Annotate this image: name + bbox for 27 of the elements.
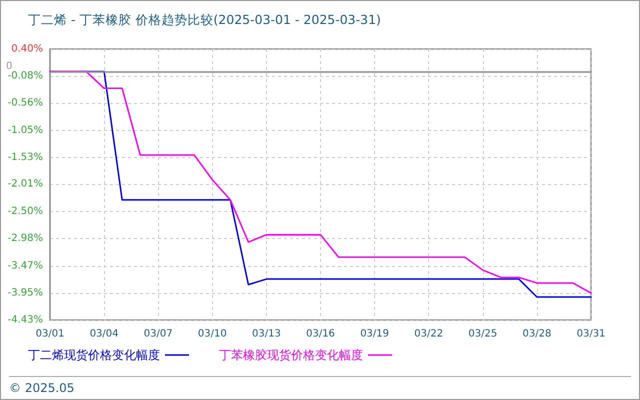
y-tick-label: -3.47% <box>8 260 43 272</box>
x-tick-label: 03/28 <box>522 328 552 340</box>
x-tick-label: 03/07 <box>144 328 173 340</box>
y-tick-label: -2.50% <box>8 206 43 218</box>
y-tick-label: -2.01% <box>8 178 43 190</box>
x-tick-label: 03/04 <box>90 328 119 340</box>
x-tick-label: 03/22 <box>414 328 444 340</box>
y-tick-label: -1.05% <box>8 124 43 136</box>
y-tick-label: -0.08% <box>8 70 43 82</box>
chart-title: 丁二烯 - 丁苯橡胶 价格趋势比较(2025-03-01 - 2025-03-31) <box>28 12 381 27</box>
y-tick-label: -4.43% <box>8 314 43 326</box>
y-tick-label: -3.95% <box>8 288 43 299</box>
x-tick-label: 03/25 <box>468 328 498 340</box>
text: © 2025.05 <box>9 381 74 395</box>
x-tick-label: 03/01 <box>36 328 64 340</box>
y-tick-label: -1.53% <box>8 152 43 163</box>
y-tick-label: -0.56% <box>8 97 43 108</box>
legend-label: 丁苯橡胶现货价格变化幅度 <box>219 348 363 362</box>
ref-line-label: 0 <box>6 60 12 72</box>
x-tick-label: 03/10 <box>198 328 227 340</box>
x-tick-label: 03/13 <box>252 328 281 340</box>
legend-label: 丁二烯现货价格变化幅度 <box>28 348 160 362</box>
y-tick-label: -2.98% <box>8 233 43 244</box>
y-tick-label: 0.40% <box>11 44 43 54</box>
x-tick-label: 03/31 <box>576 328 606 340</box>
x-tick-label: 03/19 <box>360 328 390 340</box>
x-tick-label: 03/16 <box>306 328 335 340</box>
